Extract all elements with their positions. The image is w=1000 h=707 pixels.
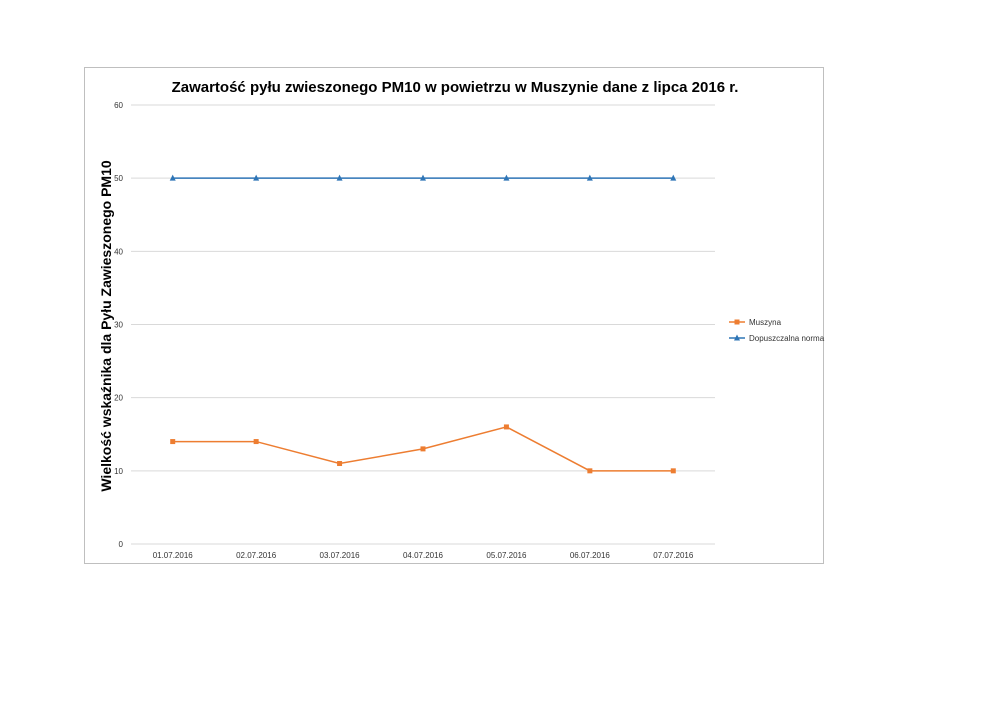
x-tick-label: 05.07.2016: [486, 551, 527, 560]
y-axis-label: Wielkość wskaźnika dla Pyłu Zawieszonego…: [98, 160, 114, 492]
y-tick-label: 20: [114, 394, 123, 403]
chart-title: Zawartość pyłu zwieszonego PM10 w powiet…: [172, 79, 739, 96]
data-point: [670, 174, 677, 181]
legend-marker: [734, 334, 740, 341]
y-tick-label: 60: [114, 101, 123, 110]
data-point: [336, 174, 343, 181]
data-point: [253, 439, 259, 445]
line-chart: Zawartość pyłu zwieszonego PM10 w powiet…: [98, 79, 825, 560]
y-tick-label: 50: [114, 174, 123, 183]
x-tick-label: 03.07.2016: [320, 551, 361, 560]
data-point: [170, 439, 176, 445]
legend: Muszyna Dopuszczalna norma: [729, 318, 825, 343]
data-point: [420, 174, 426, 181]
data-point: [503, 174, 510, 181]
y-tick-label: 0: [119, 540, 124, 549]
axes: 0 10 20 30 40 50 60 01.07.2016 02.07.2016 03.07.2…: [114, 101, 715, 560]
series-2: [169, 174, 677, 181]
y-tick-label: 10: [114, 467, 123, 476]
x-tick-label: 01.07.2016: [153, 551, 194, 560]
x-tick-label: 02.07.2016: [236, 551, 277, 560]
data-point: [503, 424, 509, 430]
legend-marker: [734, 319, 740, 325]
series-1: [170, 424, 676, 474]
gridlines: [131, 104, 715, 472]
x-tick-label: 04.07.2016: [403, 551, 444, 560]
series-layer: [169, 174, 677, 474]
y-tick-label: 40: [114, 247, 123, 256]
data-point: [587, 468, 593, 474]
data-point: [586, 174, 593, 181]
legend-label: Muszyna: [749, 318, 782, 327]
data-point: [253, 174, 260, 181]
data-point: [420, 446, 426, 452]
chart-frame: Zawartość pyłu zwieszonego PM10 w powiet…: [84, 67, 825, 564]
x-tick-label: 06.07.2016: [570, 551, 611, 560]
data-point: [670, 468, 676, 474]
legend-label: Dopuszczalna norma: [749, 334, 825, 343]
legend-entry: Muszyna: [729, 318, 782, 327]
legend-entry: Dopuszczalna norma: [729, 334, 825, 343]
data-point: [169, 174, 176, 181]
data-point: [337, 461, 343, 467]
x-tick-label: 07.07.2016: [653, 551, 694, 560]
y-tick-label: 30: [114, 321, 123, 330]
